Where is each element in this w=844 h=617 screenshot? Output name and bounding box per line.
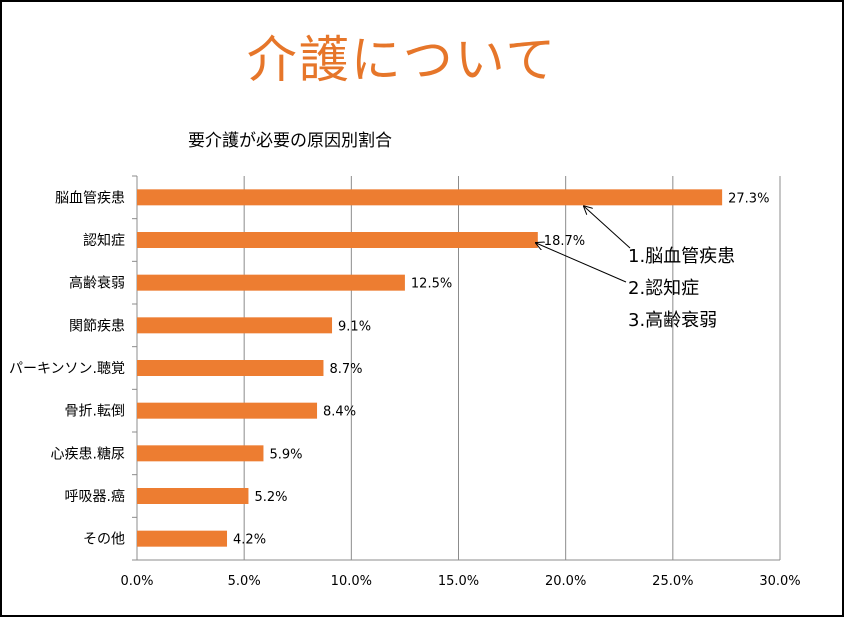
data-label: 8.4% xyxy=(323,405,356,420)
x-tick-label: 15.0% xyxy=(438,574,479,589)
callout-1: 1.脳血管疾患 xyxy=(628,246,736,267)
category-label: 脳血管疾患 xyxy=(55,190,125,206)
category-label: その他 xyxy=(83,532,125,548)
x-tick-label: 25.0% xyxy=(652,574,693,589)
label-layer: 0.0% 5.0% 10.0% 15.0% 20.0% 25.0% 30.0% 脳血管疾患 27… xyxy=(9,190,801,589)
category-label: パーキンソン.聴覚 xyxy=(9,361,125,377)
category-label: 呼吸器.癌 xyxy=(65,489,125,505)
bar xyxy=(137,488,249,504)
category-label: 高齢衰弱 xyxy=(69,275,125,292)
bar xyxy=(137,402,318,419)
data-label: 27.3% xyxy=(728,191,769,206)
bar xyxy=(137,189,723,206)
data-label: 5.2% xyxy=(254,490,287,505)
callout-3: 3.高齢衰弱 xyxy=(628,310,718,331)
bar xyxy=(137,360,324,376)
slide-title: 介護について xyxy=(246,31,558,89)
annotation-arrow-1 xyxy=(584,206,631,249)
bar-layer xyxy=(137,189,723,547)
data-label: 4.2% xyxy=(233,533,266,548)
chart-title: 要介護が必要の原因別割合 xyxy=(188,131,392,151)
x-tick-label: 20.0% xyxy=(545,574,586,589)
x-tick-label: 30.0% xyxy=(759,574,800,589)
category-label: 関節疾患 xyxy=(69,317,125,334)
data-label: 9.1% xyxy=(338,319,371,334)
x-tick-label: 5.0% xyxy=(228,574,261,589)
x-tick-label: 0.0% xyxy=(120,574,153,589)
bar xyxy=(137,274,405,291)
data-label: 8.7% xyxy=(329,362,362,377)
x-tick-label: 10.0% xyxy=(331,574,372,589)
bar xyxy=(137,232,538,248)
bar xyxy=(137,445,264,462)
data-label: 12.5% xyxy=(411,277,452,292)
arrow-layer xyxy=(536,206,631,283)
category-label: 骨折.転倒 xyxy=(65,404,125,420)
category-label: 心疾患.糖尿 xyxy=(51,446,125,462)
callout-2: 2.認知症 xyxy=(628,278,700,299)
bar xyxy=(137,530,228,547)
data-label: 18.7% xyxy=(544,234,585,249)
data-label: 5.9% xyxy=(269,447,302,462)
category-label: 認知症 xyxy=(83,232,125,249)
bar xyxy=(137,317,333,334)
annotation-arrow-2 xyxy=(536,243,627,283)
